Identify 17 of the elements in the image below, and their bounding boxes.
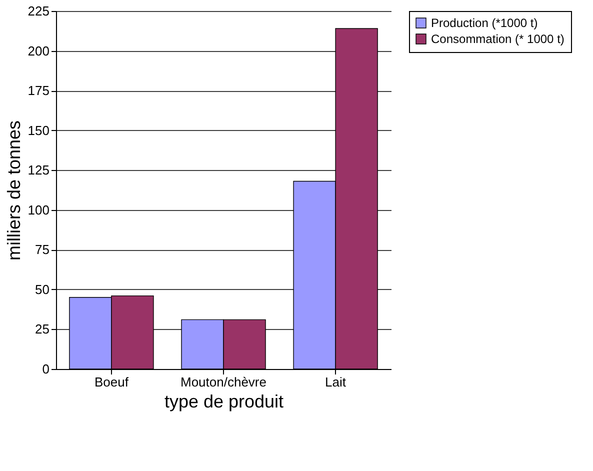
- legend-label: Production (*1000 t): [431, 16, 538, 30]
- legend-label: Consommation (* 1000 t): [431, 32, 564, 46]
- x-axis-title: type de produit: [164, 392, 284, 412]
- y-tick-label: 0: [42, 362, 50, 376]
- y-axis-title: milliers de tonnes: [4, 120, 24, 261]
- y-tick-label: 225: [28, 4, 50, 18]
- y-tick-label: 125: [28, 162, 50, 178]
- y-tick-label: 150: [28, 122, 50, 138]
- x-tick-label: Mouton/chèvre: [180, 374, 266, 390]
- x-tick-label: Boeuf: [94, 374, 129, 390]
- y-tick-label: 75: [35, 242, 50, 258]
- y-tick-label: 175: [28, 83, 50, 98]
- x-tick-label: Lait: [325, 374, 346, 390]
- y-tick-label: 50: [35, 282, 50, 297]
- y-tick-label: 25: [35, 322, 50, 337]
- y-tick-label: 100: [28, 202, 50, 218]
- y-tick-label: 200: [28, 43, 50, 58]
